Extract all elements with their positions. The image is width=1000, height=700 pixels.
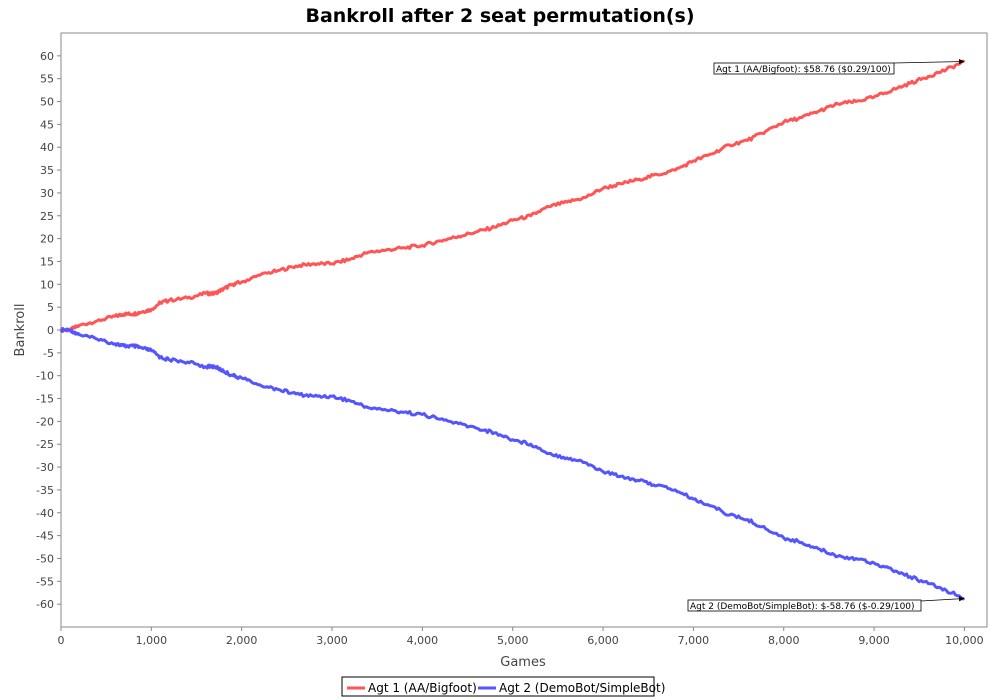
y-tick-label: 20 [40,233,54,246]
annotation-2: Agt 2 (DemoBot/SimpleBot): $-58.76 ($-0.… [687,596,965,612]
x-axis-label: Games [500,655,546,670]
y-tick-label: -35 [36,484,54,497]
annotation-arrowhead [958,59,965,65]
y-tick-label: 25 [40,210,54,223]
y-tick-label: 35 [40,164,54,177]
x-tick-label: 3,000 [316,634,348,647]
series-layer [59,59,965,601]
y-tick-label: -10 [36,370,54,383]
y-axis: 605550454035302520151050-5-10-15-20-25-3… [36,50,61,611]
x-tick-label: 7,000 [678,634,710,647]
series-line-2 [59,327,965,601]
annotation-arrow [920,598,965,602]
y-tick-label: 10 [40,278,54,291]
plot-area [60,32,988,628]
annotation-1: Agt 1 (AA/Bigfoot): $58.76 ($0.29/100) [713,59,965,75]
y-tick-label: 60 [40,50,54,63]
series-line-1 [59,59,965,333]
y-axis-label: Bankroll [13,304,28,357]
y-tick-label: -5 [43,347,54,360]
legend-box [341,676,655,697]
x-tick-label: 2,000 [226,634,258,647]
y-tick-label: -25 [36,438,54,451]
annotation-text: Agt 1 (AA/Bigfoot): $58.76 ($0.29/100) [716,65,891,75]
y-tick-label: 15 [40,255,54,268]
x-tick-label: 9,000 [858,634,890,647]
annotation-box [687,599,922,612]
x-tick-label: 10,000 [945,634,984,647]
y-tick-label: 45 [40,118,54,131]
legend: Agt 1 (AA/Bigfoot) Agt 2 (DemoBot/Simple… [341,676,665,697]
y-tick-label: -60 [36,598,54,611]
annotation-box [713,62,895,75]
y-tick-label: 5 [47,301,54,314]
chart-title: Bankroll after 2 seat permutation(s) [305,5,694,27]
x-axis: 0 1,000 2,000 3,000 4,000 5,000 6,000 7,000 8,00… [58,627,984,647]
annotation-arrowhead [958,596,965,602]
x-tick-label: 1,000 [136,634,168,647]
x-tick-label: 5,000 [497,634,529,647]
x-tick-label: 6,000 [587,634,619,647]
x-tick-label: 0 [58,634,65,647]
y-tick-label: -15 [36,393,54,406]
annotation-arrow [893,61,965,64]
y-tick-label: -30 [36,461,54,474]
y-tick-label: 0 [47,324,54,337]
legend-label-agt2: Agt 2 (DemoBot/SimpleBot) [499,681,665,695]
annotation-text: Agt 2 (DemoBot/SimpleBot): $-58.76 ($-0.… [690,602,915,612]
y-tick-label: -45 [36,530,54,543]
y-tick-label: 55 [40,73,54,86]
y-tick-label: 50 [40,96,54,109]
y-tick-label: -55 [36,575,54,588]
y-tick-label: 30 [40,187,54,200]
legend-label-agt1: Agt 1 (AA/Bigfoot) [368,681,477,695]
x-tick-label: 8,000 [768,634,800,647]
x-tick-label: 4,000 [407,634,439,647]
annotation-layer: Agt 1 (AA/Bigfoot): $58.76 ($0.29/100) Ag… [687,59,965,612]
y-tick-label: -40 [36,507,54,520]
y-tick-label: -50 [36,552,54,565]
y-tick-label: 40 [40,141,54,154]
y-tick-label: -20 [36,415,54,428]
